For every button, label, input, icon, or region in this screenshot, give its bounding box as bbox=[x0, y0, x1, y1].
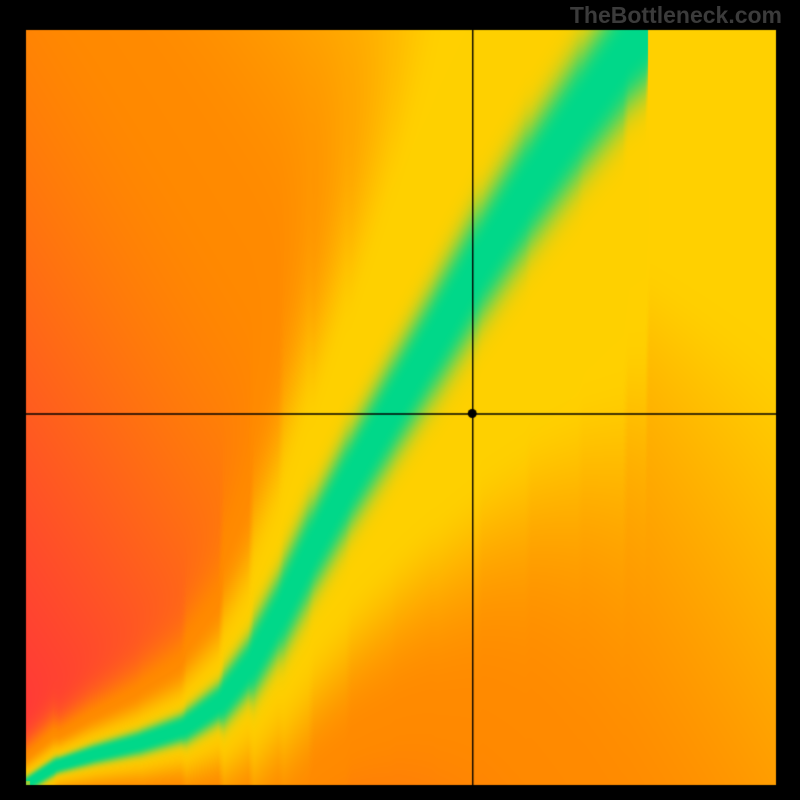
watermark-text: TheBottleneck.com bbox=[570, 2, 782, 29]
heatmap-canvas bbox=[0, 0, 800, 800]
